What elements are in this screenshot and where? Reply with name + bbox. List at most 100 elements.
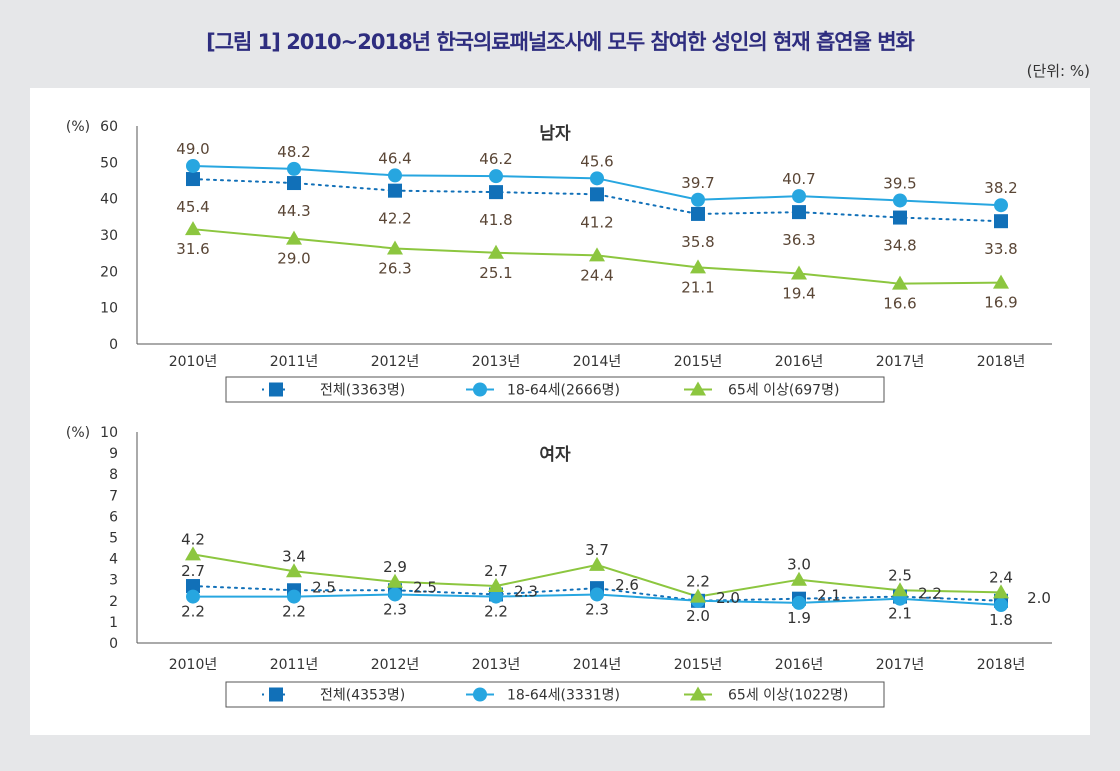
y-tick-label: 2	[109, 594, 118, 610]
y-tick-label: 0	[109, 636, 118, 652]
series-line	[192, 585, 1002, 602]
data-point	[287, 161, 301, 176]
x-tick-label: 2018년	[977, 657, 1026, 673]
data-label: 3.4	[282, 547, 306, 565]
data-label: 16.6	[883, 295, 916, 313]
data-label: 40.7	[782, 170, 815, 188]
data-label: 44.3	[277, 202, 310, 220]
x-tick-label: 2018년	[977, 354, 1026, 370]
legend-box	[225, 681, 885, 708]
legend-marker	[269, 687, 283, 702]
data-label: 4.2	[181, 530, 205, 548]
data-point	[590, 587, 604, 602]
x-tick-label: 2012년	[371, 657, 420, 673]
data-point	[186, 579, 200, 594]
data-label: 1.8	[989, 611, 1013, 629]
data-point	[792, 189, 806, 204]
legend-item	[466, 382, 494, 397]
data-label: 2.2	[282, 603, 306, 621]
data-label: 38.2	[984, 179, 1017, 197]
data-label: 42.2	[378, 210, 411, 228]
data-point	[892, 275, 908, 290]
data-point	[589, 247, 605, 262]
y-tick-label: 0	[109, 337, 118, 353]
data-point	[690, 259, 706, 274]
chart-title: 여자	[539, 445, 571, 465]
y-tick-label: 40	[100, 192, 118, 208]
x-tick-label: 2013년	[472, 657, 521, 673]
data-point	[186, 172, 200, 187]
data-point	[489, 185, 503, 200]
data-label: 2.0	[686, 607, 710, 625]
data-point	[691, 206, 705, 221]
x-tick-label: 2011년	[270, 657, 319, 673]
unit-label: (단위: %)	[1026, 62, 1090, 80]
legend	[225, 681, 885, 708]
data-label: 3.7	[585, 541, 609, 559]
data-label: 35.8	[681, 233, 714, 251]
data-point	[185, 546, 201, 561]
data-label: 41.8	[479, 211, 512, 229]
x-tick-label: 2013년	[472, 354, 521, 370]
legend-label: 18-64세(3331명)	[507, 688, 620, 704]
legend-item	[262, 687, 290, 702]
y-tick-label: 9	[109, 446, 118, 462]
data-point	[287, 176, 301, 191]
legend-item	[262, 382, 290, 397]
x-tick-label: 2010년	[169, 354, 218, 370]
x-tick-label: 2014년	[573, 657, 622, 673]
data-point	[388, 168, 402, 183]
y-tick-label: 3	[109, 573, 118, 589]
data-label: 16.9	[984, 294, 1017, 312]
data-point	[893, 210, 907, 225]
y-tick-label: 10	[100, 301, 118, 317]
chart-male	[136, 126, 1052, 403]
data-label: 2.3	[585, 600, 609, 618]
y-axis-label: (%)	[66, 425, 90, 441]
legend-item	[466, 687, 494, 702]
data-point	[489, 169, 503, 184]
data-label: 46.4	[378, 149, 411, 167]
y-tick-label: 60	[100, 119, 118, 135]
data-label: 36.3	[782, 231, 815, 249]
x-tick-label: 2015년	[674, 657, 723, 673]
data-point	[287, 589, 301, 604]
legend-label: 18-64세(2666명)	[507, 383, 620, 399]
data-label: 39.5	[883, 174, 916, 192]
data-point	[994, 598, 1008, 613]
data-label: 2.2	[484, 603, 508, 621]
x-tick-label: 2016년	[775, 354, 824, 370]
y-tick-label: 1	[109, 615, 118, 631]
data-label: 25.1	[479, 264, 512, 282]
legend-marker	[473, 687, 487, 702]
y-tick-label: 50	[100, 155, 118, 171]
x-tick-label: 2017년	[876, 354, 925, 370]
data-label: 2.2	[181, 603, 205, 621]
legend-marker	[690, 686, 706, 701]
data-label: 2.7	[181, 562, 205, 580]
y-tick-label: 20	[100, 264, 118, 280]
data-label: 24.4	[580, 266, 613, 284]
data-label: 45.6	[580, 152, 613, 170]
chart-female	[136, 432, 1052, 708]
data-point	[994, 198, 1008, 213]
data-label: 2.0	[1027, 589, 1051, 607]
x-tick-label: 2011년	[270, 354, 319, 370]
data-label: 1.9	[787, 609, 811, 627]
data-label: 34.8	[883, 237, 916, 255]
data-label: 39.7	[681, 174, 714, 192]
y-tick-label: 6	[109, 509, 118, 525]
legend	[225, 376, 885, 403]
x-tick-label: 2010년	[169, 657, 218, 673]
data-label: 31.6	[176, 240, 209, 258]
data-label: 49.0	[176, 140, 209, 158]
data-label: 46.2	[479, 150, 512, 168]
data-point	[590, 187, 604, 202]
data-label: 45.4	[176, 198, 209, 216]
y-axis-label: (%)	[66, 119, 90, 135]
data-point	[488, 578, 504, 593]
data-point	[387, 573, 403, 588]
x-tick-label: 2014년	[573, 354, 622, 370]
data-point	[387, 240, 403, 255]
